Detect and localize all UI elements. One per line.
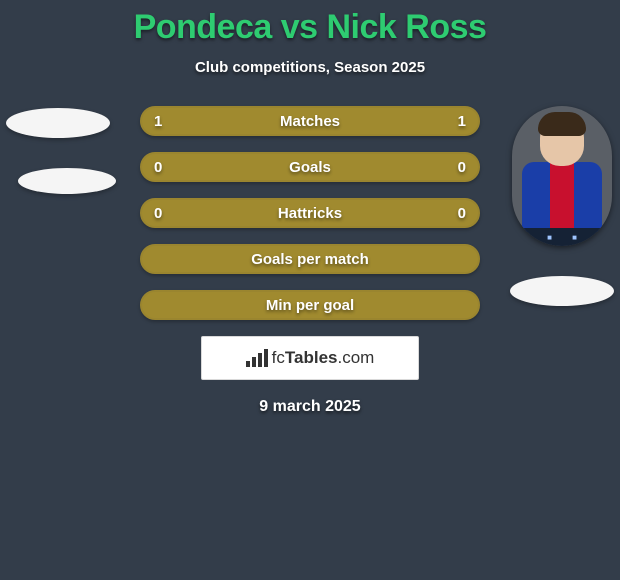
player-right-avatar: ■ ■ ■ ■ xyxy=(512,106,612,246)
stat-right-value: 0 xyxy=(458,205,466,222)
avatar-stat-icon: ■ xyxy=(597,233,602,242)
avatar-jersey-stripe xyxy=(550,162,574,232)
stat-left-value: 1 xyxy=(154,113,162,130)
comparison-date: 9 march 2025 xyxy=(0,398,620,416)
page-title: Pondeca vs Nick Ross xyxy=(0,0,620,47)
stat-bar-goals-per-match: Goals per match xyxy=(140,244,480,274)
stat-left-value: 0 xyxy=(154,205,162,222)
avatar-hair xyxy=(538,112,586,136)
stat-label: Min per goal xyxy=(266,297,354,314)
bar-chart-icon xyxy=(246,349,268,367)
player-right-badges: ■ ■ ■ ■ xyxy=(512,106,612,306)
stat-label: Goals per match xyxy=(251,251,369,268)
stat-bar-min-per-goal: Min per goal xyxy=(140,290,480,320)
fctables-logo-text: fcTables.com xyxy=(272,348,375,368)
stat-right-value: 0 xyxy=(458,159,466,176)
subtitle: Club competitions, Season 2025 xyxy=(0,59,620,76)
stat-bar-hattricks: 0 Hattricks 0 xyxy=(140,198,480,228)
logo-com: .com xyxy=(337,348,374,367)
avatar-stat-icon: ■ xyxy=(522,233,527,242)
comparison-content: ■ ■ ■ ■ 1 Matches 1 0 Goals 0 0 Hattrick… xyxy=(0,106,620,416)
stat-label: Matches xyxy=(280,113,340,130)
player-right-ellipse xyxy=(510,276,614,306)
player-left-badges xyxy=(8,108,108,194)
logo-fc: fc xyxy=(272,348,285,367)
stat-label: Goals xyxy=(289,159,331,176)
logo-tables: Tables xyxy=(285,348,338,367)
stat-right-value: 1 xyxy=(458,113,466,130)
avatar-card-footer: ■ ■ ■ ■ xyxy=(512,228,612,246)
stat-bars: 1 Matches 1 0 Goals 0 0 Hattricks 0 Goal… xyxy=(140,106,480,320)
player-left-ellipse-2 xyxy=(18,168,116,194)
stat-bar-matches: 1 Matches 1 xyxy=(140,106,480,136)
stat-label: Hattricks xyxy=(278,205,342,222)
player-left-ellipse-1 xyxy=(6,108,110,138)
avatar-stat-icon: ■ xyxy=(572,233,577,242)
avatar-stat-icon: ■ xyxy=(547,233,552,242)
fctables-logo-box: fcTables.com xyxy=(201,336,419,380)
stat-left-value: 0 xyxy=(154,159,162,176)
stat-bar-goals: 0 Goals 0 xyxy=(140,152,480,182)
